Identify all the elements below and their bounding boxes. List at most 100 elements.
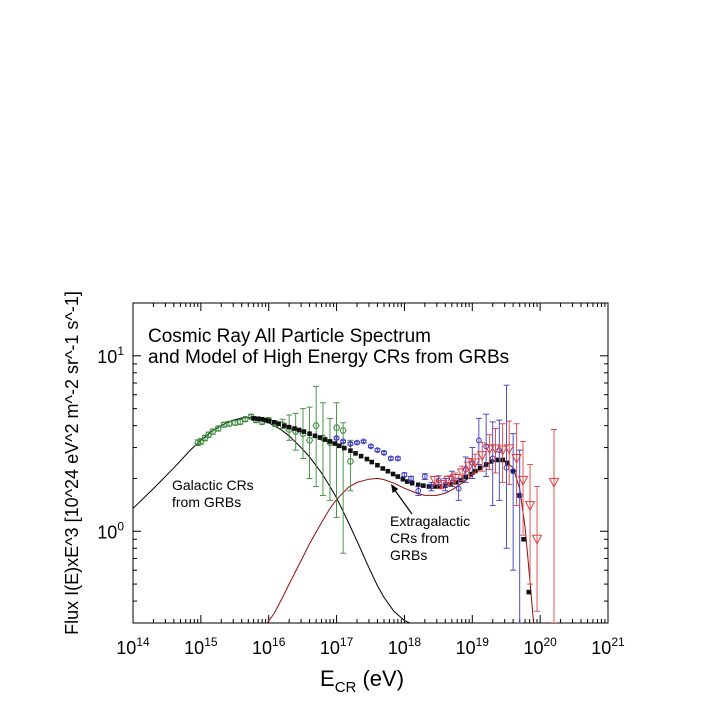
- data-point: [286, 424, 292, 430]
- data-point: [390, 471, 396, 477]
- data-point: [312, 433, 318, 439]
- y-tick-label: 100: [97, 519, 124, 542]
- data-point: [468, 471, 474, 477]
- data-point: [271, 419, 277, 425]
- annotation-galactic-line: Galactic CRs: [172, 477, 254, 493]
- data-point: [494, 457, 500, 463]
- data-point: [259, 416, 265, 422]
- data-point: [381, 449, 387, 456]
- series-hexagon: [194, 385, 354, 554]
- data-point: [490, 444, 501, 455]
- data-point: [415, 487, 422, 494]
- data-point: [409, 480, 415, 486]
- data-point: [510, 468, 517, 475]
- x-tick-label: 1020: [523, 635, 557, 658]
- data-point: [337, 443, 342, 449]
- data-point: [339, 427, 347, 434]
- data-point: [301, 429, 307, 434]
- data-point: [436, 479, 447, 490]
- data-point: [497, 445, 508, 456]
- data-point: [220, 421, 228, 428]
- data-point: [360, 438, 367, 445]
- data-point: [516, 492, 523, 499]
- data-point: [511, 453, 522, 465]
- x-tick-label: 1015: [184, 635, 218, 658]
- data-point: [255, 416, 261, 422]
- y-axis-title: Flux I(E)xE^3 [10^24 eV^2 m^-2 sr^-1 s^-…: [62, 291, 82, 635]
- data-point: [327, 439, 333, 444]
- data-point: [531, 626, 536, 631]
- data-point: [306, 437, 314, 444]
- data-point: [374, 447, 381, 454]
- annotation-extragalactic-line: GRBs: [390, 547, 427, 563]
- annotation-galactic-line: from GRBs: [172, 494, 241, 510]
- data-point: [317, 435, 323, 440]
- data-point: [342, 445, 347, 451]
- data-point: [443, 475, 455, 486]
- x-tick-label: 1014: [116, 635, 150, 658]
- data-point: [225, 420, 233, 427]
- y-tick-labels: 100 101: [97, 344, 124, 542]
- x-tick-label: 1019: [456, 635, 490, 658]
- data-point: [404, 479, 410, 484]
- data-point: [296, 427, 302, 433]
- x-tick-label: 1017: [320, 635, 354, 658]
- data-point: [358, 453, 364, 459]
- data-point: [524, 501, 536, 512]
- data-point: [340, 438, 347, 445]
- data-point: [488, 459, 494, 464]
- data-point: [475, 437, 482, 444]
- data-point: [408, 475, 414, 482]
- data-point: [354, 439, 360, 446]
- data-point: [484, 444, 495, 455]
- data-point: [516, 493, 521, 498]
- data-point: [214, 425, 222, 432]
- data-point: [401, 471, 408, 478]
- data-point: [469, 458, 481, 469]
- data-point: [263, 417, 268, 423]
- model-curves: [133, 416, 535, 623]
- x-tick-labels: 1014 1015 1016 1017 1018 1019 1020 1021: [116, 635, 625, 658]
- data-point: [463, 461, 475, 472]
- data-point: [231, 419, 239, 426]
- data-point: [209, 428, 217, 435]
- data-point: [521, 536, 526, 542]
- data-point: [526, 589, 532, 595]
- data-point: [387, 455, 394, 462]
- plot-area: [133, 384, 560, 631]
- data-point: [292, 426, 297, 431]
- data-point: [503, 444, 515, 455]
- data-point: [266, 418, 272, 424]
- data-point: [448, 482, 453, 487]
- chart-title: Cosmic Ray All Particle Spectrum: [148, 326, 431, 347]
- data-point: [432, 484, 438, 489]
- data-point: [449, 473, 461, 485]
- data-point: [251, 416, 256, 421]
- data-point: [276, 421, 281, 427]
- data-point: [477, 465, 483, 471]
- series-triangle-down: [429, 420, 560, 623]
- data-series: [194, 384, 560, 631]
- y-tick-label: 101: [97, 344, 124, 367]
- data-point: [476, 451, 488, 462]
- data-point: [322, 437, 328, 442]
- plot-frame: [132, 302, 609, 624]
- data-point: [394, 455, 401, 462]
- chart-subtitle: and Model of High Energy CRs from GRBs: [148, 347, 509, 368]
- data-point: [385, 468, 391, 474]
- data-point: [455, 485, 462, 492]
- x-tick-label: 1021: [591, 635, 625, 658]
- data-point: [312, 422, 320, 429]
- data-point: [307, 431, 312, 436]
- annotation-extragalactic-line: CRs from: [390, 530, 449, 546]
- data-point: [364, 456, 370, 462]
- x-axis-title: ECR (eV): [320, 666, 404, 696]
- x-tick-label: 1016: [252, 635, 286, 658]
- data-point: [353, 451, 358, 456]
- data-point: [375, 462, 380, 468]
- annotation-extragalactic-line: Extragalactic: [390, 513, 470, 529]
- data-point: [380, 466, 386, 471]
